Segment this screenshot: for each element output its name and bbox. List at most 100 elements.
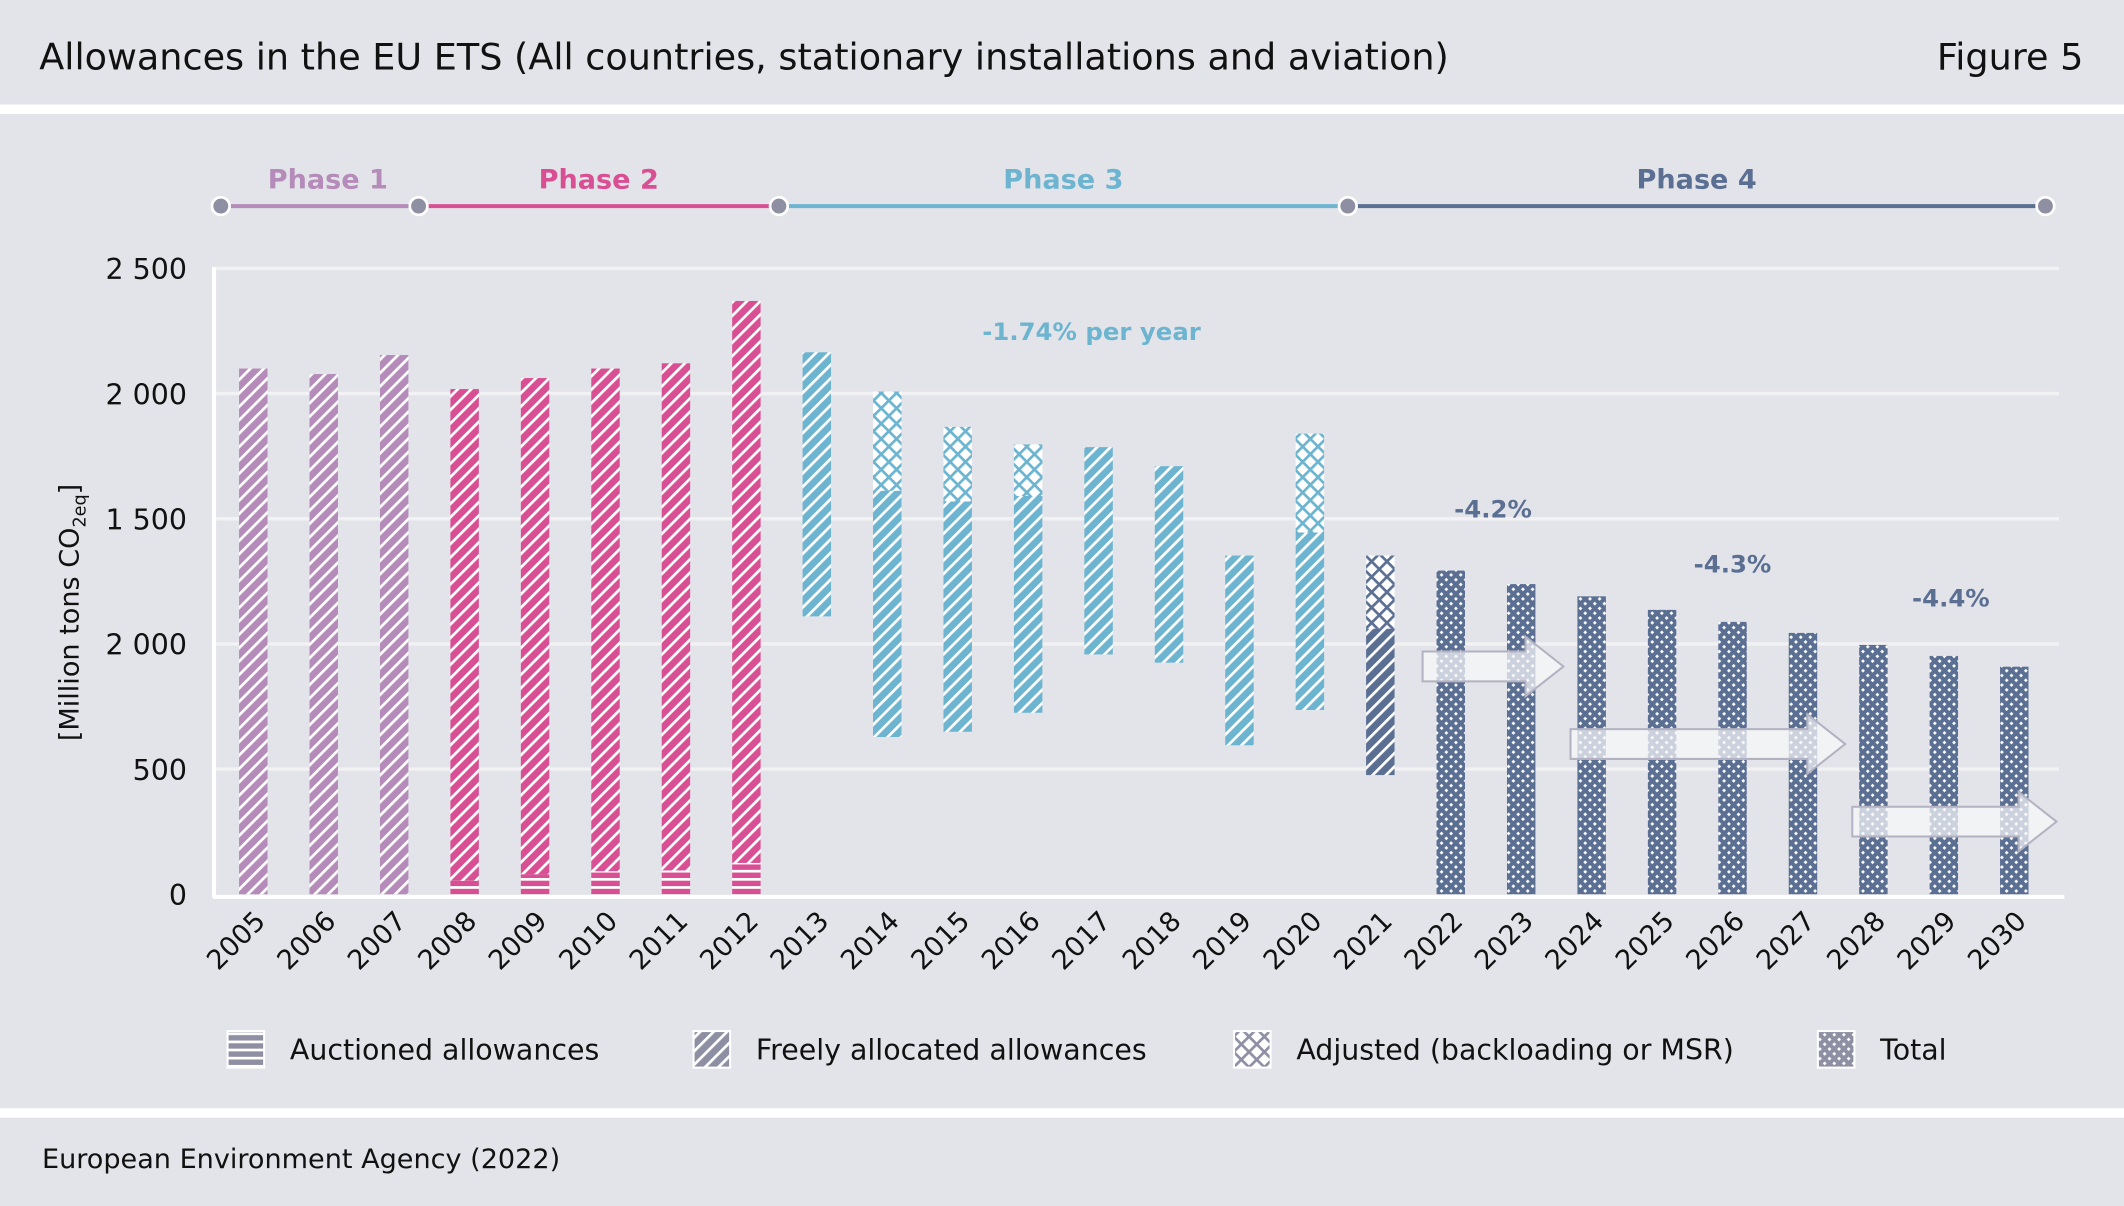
y-tick-label: 2 000 <box>106 378 187 411</box>
phase-label: Phase 4 <box>1637 164 1757 195</box>
legend-label: Auctioned allowances <box>290 1033 599 1066</box>
y-tick-label: 500 <box>133 754 187 787</box>
trend-arrow <box>1851 789 2059 854</box>
bar-segment-free <box>873 490 902 738</box>
legend-swatch-auctioned <box>226 1030 266 1069</box>
trend-arrow <box>1421 634 1566 699</box>
bar-2008 <box>450 389 479 895</box>
bar-segment-free <box>591 368 620 872</box>
chart-title: Allowances in the EU ETS (All countries,… <box>39 35 1449 78</box>
bar-segment-adjusted <box>873 391 902 491</box>
y-label-end: ] <box>55 484 86 495</box>
y-label-subscript: 2eq <box>70 494 90 527</box>
legend-swatch-adjusted <box>1233 1030 1272 1069</box>
bar-segment-free <box>239 368 268 895</box>
bar-2012 <box>732 300 761 895</box>
bar-segment-total <box>2000 666 2029 895</box>
bar-segment-free <box>1366 628 1395 776</box>
bar-2010 <box>591 368 620 895</box>
bar-2022 <box>1436 570 1465 895</box>
header-divider <box>0 104 2124 114</box>
bar-2017 <box>1084 447 1113 655</box>
bar-segment-auctioned <box>591 871 620 895</box>
bar-segment-free <box>943 501 972 732</box>
phase-boundary-dot <box>768 195 790 217</box>
rate-annotation: -4.2% <box>1454 494 1532 523</box>
bar-2015 <box>943 426 972 732</box>
bar-2030 <box>2000 666 2029 895</box>
phase-boundary-dot <box>1337 195 1358 217</box>
phase-label: Phase 3 <box>1003 164 1123 195</box>
bar-segment-free <box>1154 466 1184 663</box>
bar-2014 <box>873 391 902 738</box>
rate-annotation: -1.74% per year <box>982 317 1201 346</box>
bar-segment-adjusted <box>943 426 972 502</box>
bar-2009 <box>520 378 550 895</box>
y-tick-label: 0 <box>169 879 187 912</box>
source-text: European Environment Agency (2022) <box>42 1144 560 1175</box>
y-axis-label: [Million tons CO2eq] <box>55 484 91 741</box>
y-label-main: [Million tons CO <box>55 528 86 742</box>
figure-number: Figure 5 <box>1937 35 2084 78</box>
bar-2019 <box>1225 555 1254 746</box>
y-tick-label: 2 000 <box>106 629 187 662</box>
bar-segment-free <box>661 363 691 871</box>
phase-label: Phase 2 <box>539 164 659 195</box>
bar-2028 <box>1859 644 1888 895</box>
phase-boundary-dot <box>2035 195 2056 217</box>
trend-arrow <box>1569 712 1847 776</box>
legend-swatch-free <box>692 1030 732 1069</box>
bars <box>239 300 2029 895</box>
bar-2029 <box>1929 655 1959 895</box>
bar-2020 <box>1295 433 1325 710</box>
legend-label: Adjusted (backloading or MSR) <box>1296 1033 1734 1066</box>
y-tick-label: 1 500 <box>106 504 187 537</box>
bar-2011 <box>661 363 691 895</box>
bar-segment-total <box>1929 655 1959 895</box>
rate-annotation: -4.3% <box>1694 550 1772 579</box>
bar-segment-total <box>1859 644 1888 895</box>
bar-segment-adjusted <box>1295 433 1325 533</box>
bar-2016 <box>1013 444 1043 713</box>
bar-segment-free <box>732 300 761 863</box>
rate-annotation: -4.4% <box>1912 583 1990 612</box>
bar-segment-free <box>1084 447 1113 655</box>
phase-label: Phase 1 <box>268 164 388 195</box>
bar-2006 <box>309 374 338 895</box>
phase-boundary-dot <box>408 195 429 217</box>
bar-segment-adjusted <box>1366 555 1395 629</box>
bar-segment-free <box>1295 532 1325 710</box>
legend-label: Total <box>1879 1033 1946 1066</box>
trend-arrows <box>1421 634 2059 854</box>
bar-segment-auctioned <box>732 862 761 895</box>
bar-segment-free <box>450 389 479 881</box>
bar-segment-auctioned <box>520 874 550 895</box>
bar-segment-free <box>520 378 550 875</box>
annotations: -1.74% per year -4.2% -4.3% -4.4% <box>982 317 1989 613</box>
phase-boundary-dot <box>210 195 231 217</box>
bar-segment-free <box>1013 495 1043 713</box>
y-tick-label: 2 500 <box>106 253 187 286</box>
bar-2013 <box>802 352 832 617</box>
footer-divider <box>0 1108 2124 1118</box>
legend-swatch-total <box>1816 1030 1856 1069</box>
bar-segment-free <box>309 374 338 895</box>
bar-2021 <box>1366 555 1395 776</box>
bar-segment-auctioned <box>661 870 691 895</box>
bar-segment-free <box>802 352 832 617</box>
legend-label: Freely allocated allowances <box>756 1033 1147 1066</box>
legend: Auctioned allowances Freely allocated all… <box>226 1030 1947 1069</box>
bar-2007 <box>379 355 409 895</box>
bar-segment-auctioned <box>450 880 479 895</box>
bar-segment-adjusted <box>1013 444 1043 496</box>
bar-segment-total <box>1506 584 1536 895</box>
bar-segment-free <box>379 355 409 895</box>
bar-segment-total <box>1436 570 1465 895</box>
bar-2005 <box>239 368 268 895</box>
bar-2023 <box>1506 584 1536 895</box>
bar-2018 <box>1154 466 1184 663</box>
bar-segment-free <box>1225 555 1254 746</box>
